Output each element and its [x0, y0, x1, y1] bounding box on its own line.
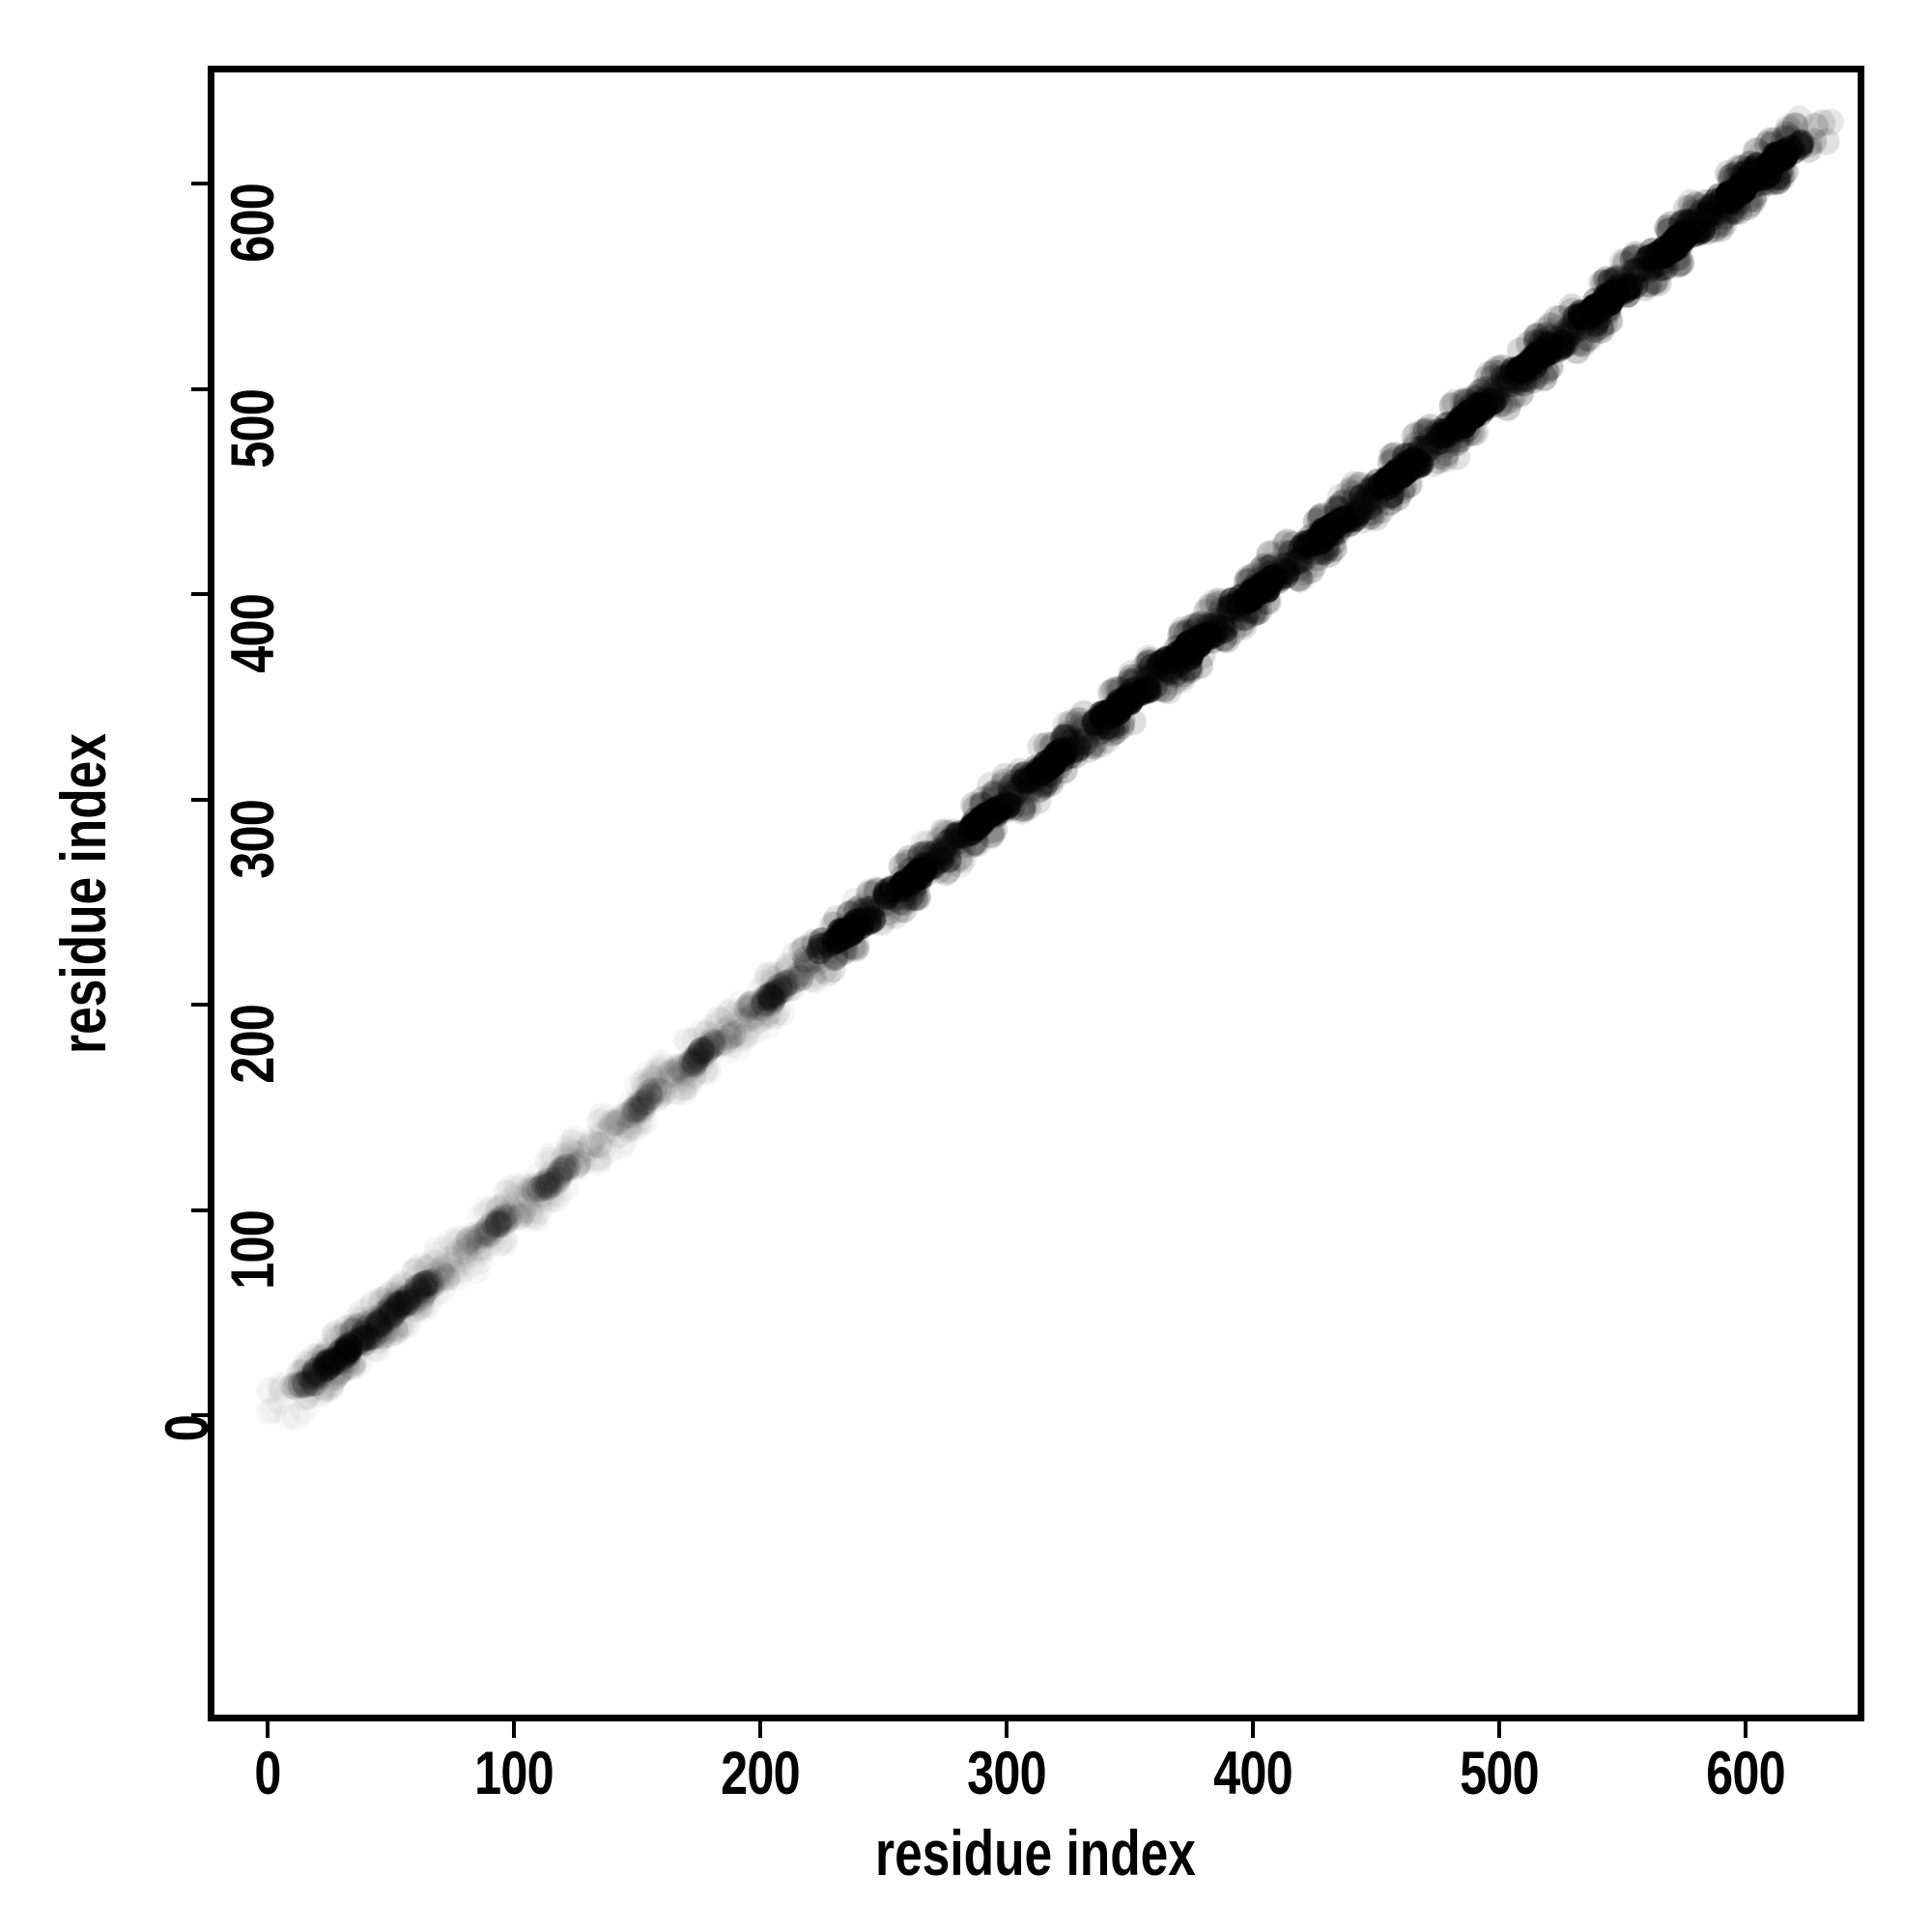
x-tick-label-500: 500	[1460, 1740, 1540, 1807]
y-axis-title: residue index	[47, 733, 119, 1054]
x-tick-100	[512, 1721, 516, 1738]
x-tick-label-0: 0	[254, 1740, 281, 1807]
y-tick-400	[191, 592, 208, 596]
y-tick-label-0: 0	[154, 1415, 222, 1442]
y-tick-label-600: 600	[219, 184, 288, 263]
x-tick-300	[1005, 1721, 1009, 1738]
x-tick-label-600: 600	[1706, 1740, 1786, 1807]
y-tick-600	[191, 182, 208, 185]
y-tick-label-400: 400	[219, 594, 288, 673]
y-tick-label-100: 100	[219, 1209, 288, 1290]
y-tick-label-300: 300	[219, 799, 288, 879]
x-tick-500	[1497, 1721, 1501, 1738]
y-tick-200	[191, 1003, 208, 1007]
x-tick-600	[1744, 1721, 1747, 1738]
y-tick-label-500: 500	[219, 388, 288, 469]
x-tick-label-200: 200	[721, 1740, 801, 1807]
y-tick-0	[191, 1413, 208, 1417]
x-tick-400	[1251, 1721, 1255, 1738]
y-tick-500	[191, 386, 208, 391]
scatter-plot-points	[214, 72, 1858, 1715]
x-tick-200	[758, 1721, 762, 1738]
x-tick-label-300: 300	[967, 1740, 1047, 1807]
x-axis-title: residue index	[875, 1817, 1196, 1889]
plot-frame	[208, 66, 1864, 1721]
x-tick-label-100: 100	[474, 1740, 554, 1807]
x-tick-0	[266, 1721, 270, 1738]
y-tick-100	[191, 1208, 208, 1212]
x-tick-label-400: 400	[1213, 1740, 1293, 1807]
y-tick-label-200: 200	[219, 1005, 288, 1084]
y-tick-300	[191, 797, 208, 802]
